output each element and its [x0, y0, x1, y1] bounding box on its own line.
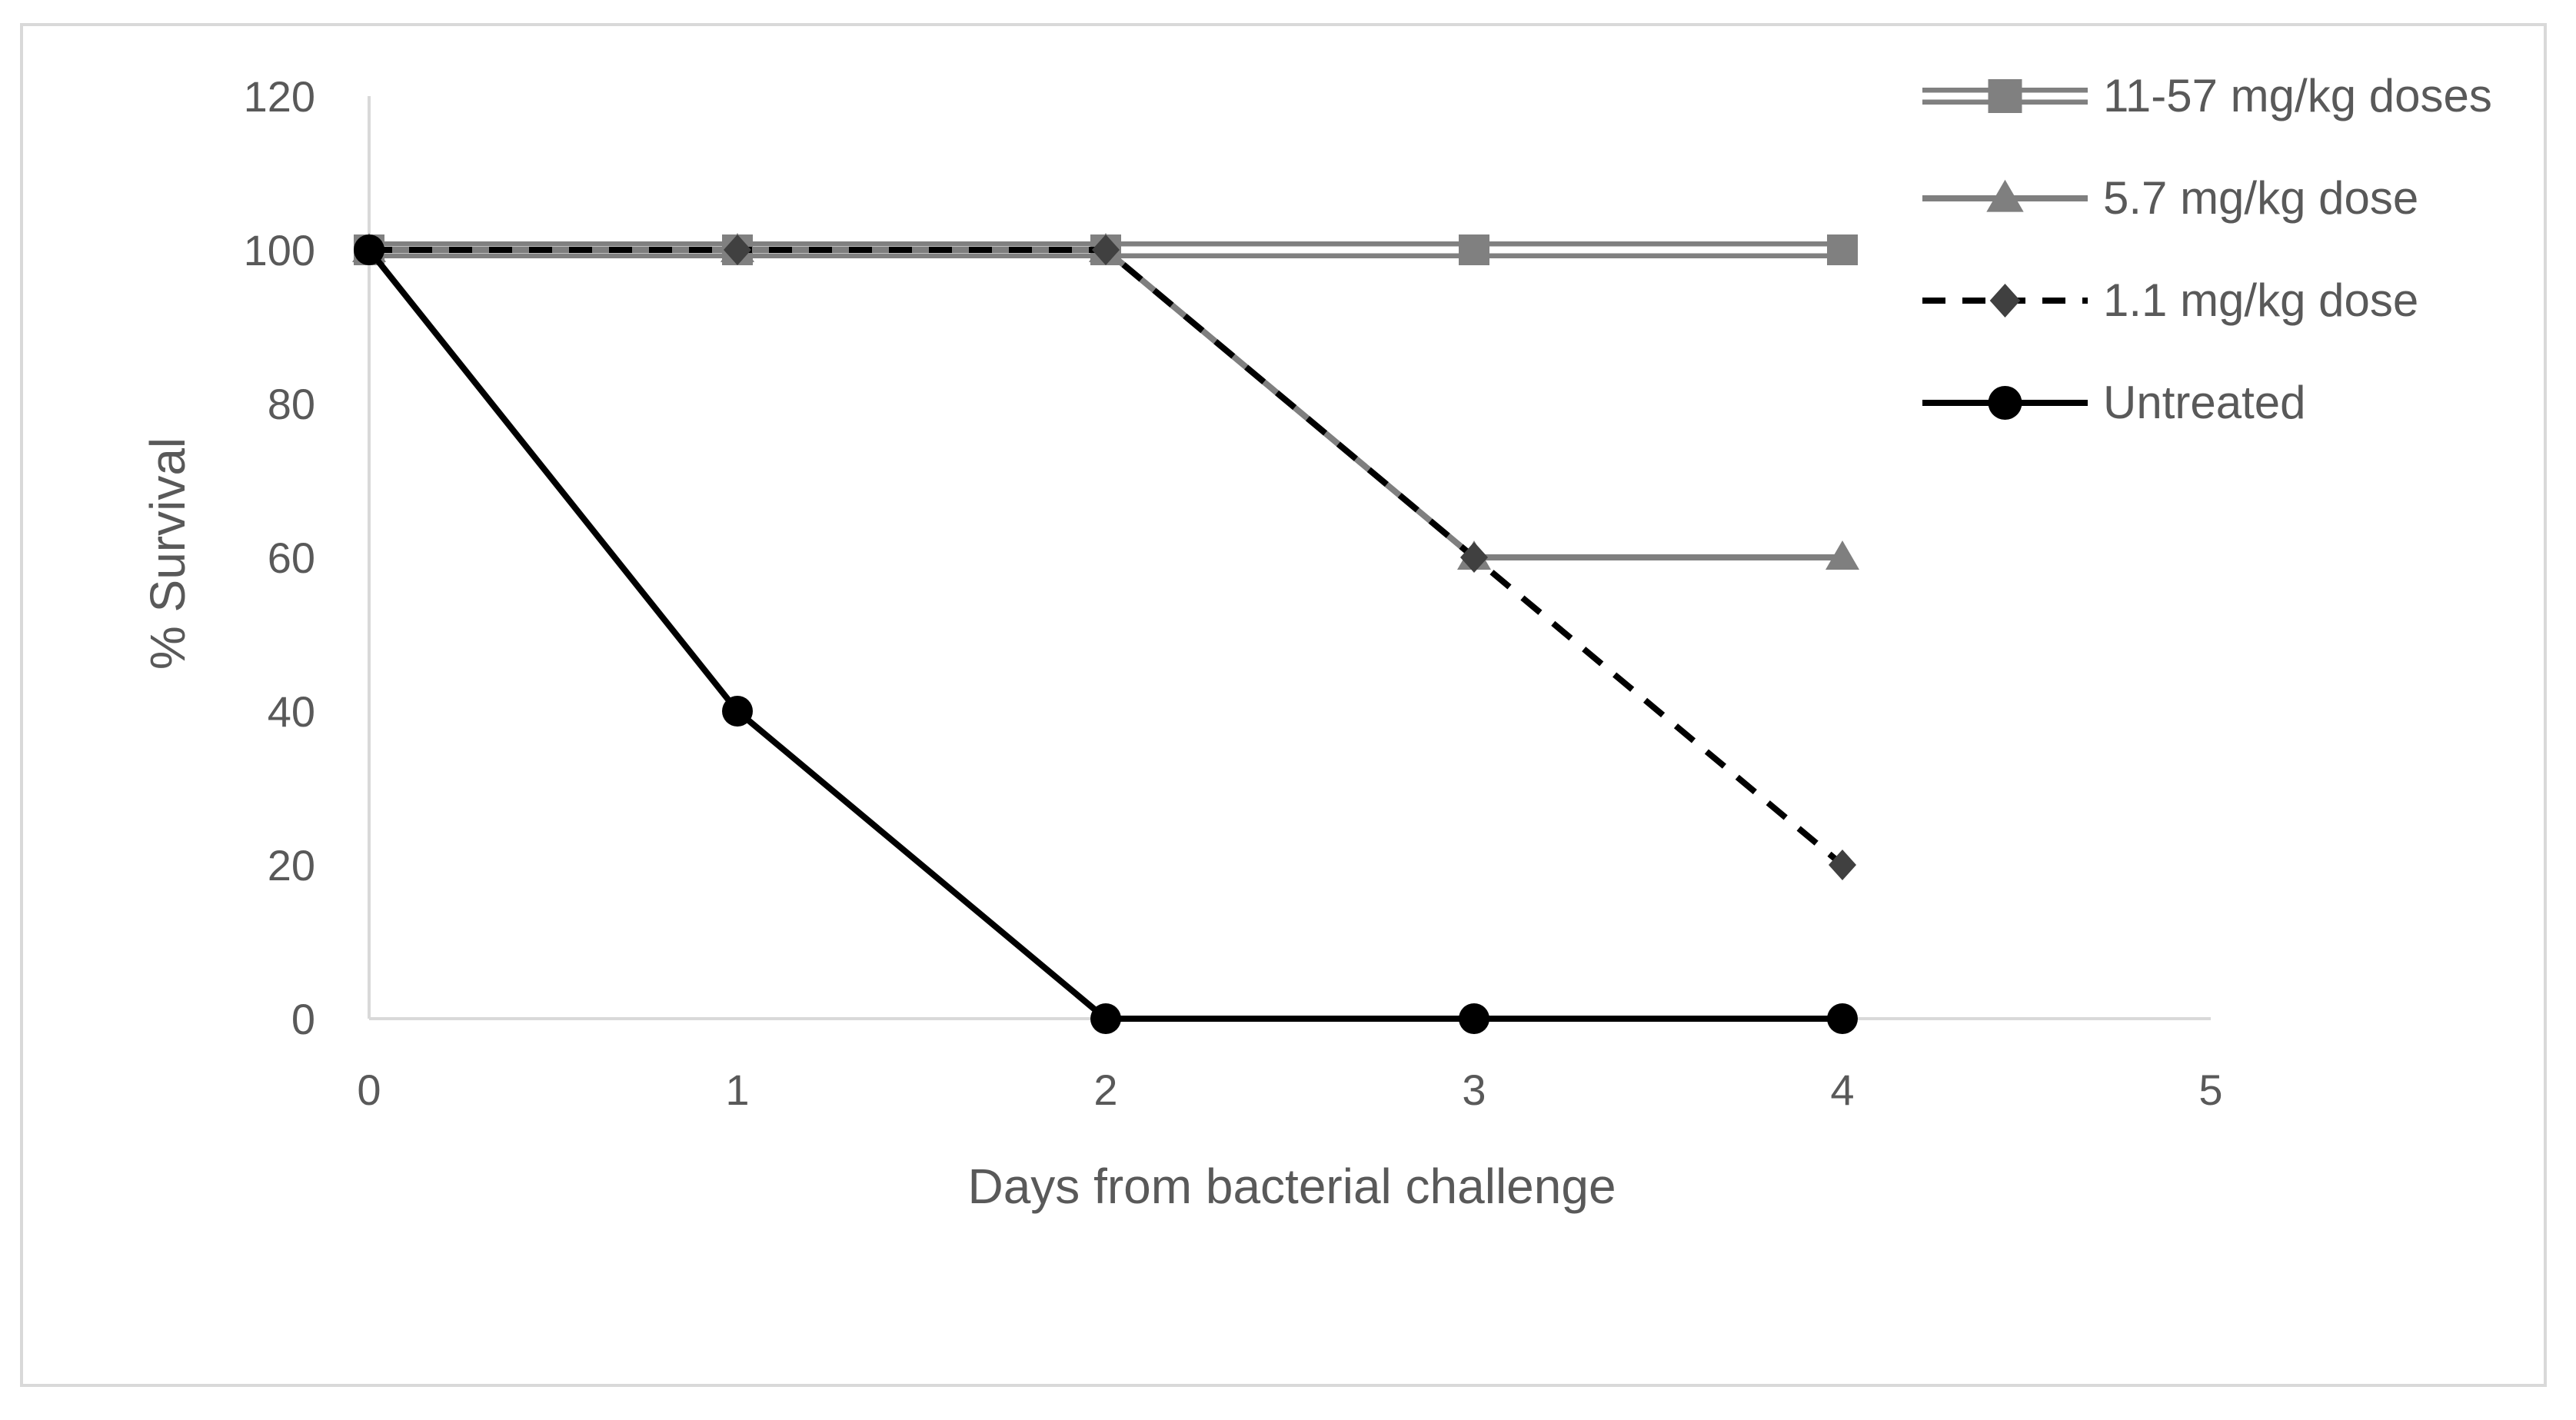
x-tick-label: 4 [1830, 1066, 1854, 1114]
legend-item: Untreated [1922, 377, 2306, 428]
line-5-7-mg-kg-dose [369, 247, 1842, 560]
data-point [1827, 1003, 1858, 1034]
x-tick-label: 0 [357, 1066, 381, 1114]
data-point [1459, 234, 1489, 265]
x-tick-label: 3 [1462, 1066, 1486, 1114]
legend: 11-57 mg/kg doses 5.7 mg/kg dose 1.1 mg/kg… [1922, 70, 2492, 428]
x-tick-label: 2 [1093, 1066, 1117, 1114]
y-tick-label: 0 [291, 995, 315, 1043]
legend-item: 11-57 mg/kg doses [1922, 70, 2492, 121]
legend-label: Untreated [2103, 377, 2306, 428]
data-point [1459, 1003, 1489, 1034]
y-tick-label: 20 [268, 841, 315, 890]
x-axis-title: Days from bacterial challenge [967, 1159, 1616, 1214]
y-axis-title: % Survival [140, 437, 195, 670]
data-point [1825, 540, 1859, 570]
data-point [1829, 850, 1856, 880]
data-point [1090, 1003, 1121, 1034]
legend-item: 5.7 mg/kg dose [1922, 172, 2418, 224]
data-point [1827, 234, 1858, 265]
data-point [1092, 234, 1120, 265]
y-tick-label: 80 [268, 380, 315, 428]
legend-label: 11-57 mg/kg doses [2103, 70, 2492, 121]
y-tick-label: 60 [268, 534, 315, 582]
data-point [1460, 542, 1488, 573]
y-tick-label: 40 [268, 687, 315, 736]
data-point [724, 234, 751, 265]
legend-label: 5.7 mg/kg dose [2103, 172, 2418, 224]
series-layer [352, 233, 1859, 1034]
series-5-7-mg-kg-dose [352, 233, 1859, 570]
data-point [722, 696, 753, 727]
legend-marker [1989, 284, 2021, 318]
legend-marker [1988, 386, 2022, 420]
axes [368, 96, 2211, 1020]
series-untreated [354, 234, 1858, 1034]
legend-marker [1986, 179, 2024, 212]
legend-item: 1.1 mg/kg dose [1922, 274, 2418, 326]
x-tick-label: 1 [725, 1066, 749, 1114]
legend-label: 1.1 mg/kg dose [2103, 274, 2418, 326]
data-point [354, 234, 384, 265]
tick-labels: 0 20 40 60 80 100 120 0 1 2 3 4 5 [244, 72, 2223, 1114]
line-untreated [366, 248, 1842, 1022]
x-tick-label: 5 [2198, 1066, 2222, 1114]
legend-marker [1988, 79, 2022, 113]
y-tick-label: 100 [244, 226, 315, 274]
y-tick-label: 120 [244, 72, 315, 121]
